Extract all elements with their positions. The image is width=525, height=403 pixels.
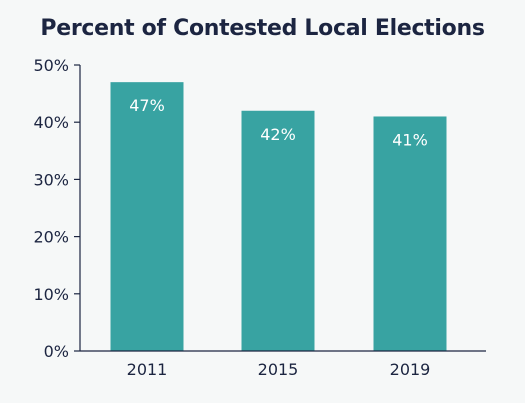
- x-tick-label: 2019: [390, 360, 431, 379]
- y-tick-label: 30%: [33, 170, 69, 189]
- y-axis-ticks: 0% 10% 20% 30% 40% 50%: [33, 56, 80, 361]
- bars: 47% 42% 41%: [110, 82, 447, 351]
- x-axis-ticks: 2011 2015 2019: [127, 360, 431, 379]
- x-tick-label: 2015: [258, 360, 299, 379]
- bar-2011: [110, 82, 184, 351]
- data-label-2011: 47%: [129, 96, 165, 115]
- y-tick-label: 50%: [33, 56, 69, 75]
- y-tick-label: 0%: [44, 342, 69, 361]
- data-label-2019: 41%: [392, 130, 428, 149]
- data-label-2015: 42%: [260, 125, 296, 144]
- bar-2015: [241, 110, 315, 351]
- y-tick-label: 20%: [33, 228, 69, 247]
- y-tick-label: 10%: [33, 285, 69, 304]
- bar-2019: [373, 116, 447, 351]
- chart-title: Percent of Contested Local Elections: [40, 16, 485, 41]
- x-tick-label: 2011: [127, 360, 168, 379]
- y-tick-label: 40%: [33, 113, 69, 132]
